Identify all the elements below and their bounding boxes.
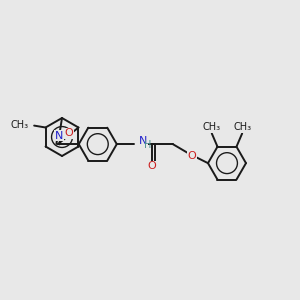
Text: CH₃: CH₃: [203, 122, 221, 132]
Text: N: N: [139, 136, 147, 146]
Text: O: O: [64, 128, 73, 138]
Text: O: O: [188, 151, 196, 160]
Text: CH₃: CH₃: [10, 120, 28, 130]
Text: O: O: [148, 161, 156, 171]
Text: H: H: [144, 140, 152, 150]
Text: N: N: [55, 130, 63, 141]
Text: CH₃: CH₃: [233, 122, 251, 132]
